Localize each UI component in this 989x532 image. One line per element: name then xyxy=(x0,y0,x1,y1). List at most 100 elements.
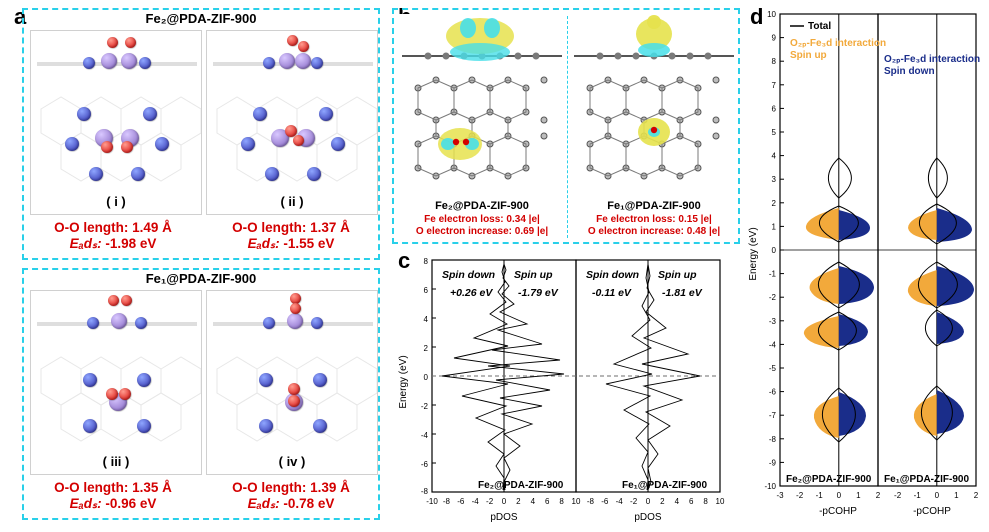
c-xlabel-2: pDOS xyxy=(634,512,662,523)
honeycomb-icon xyxy=(207,79,378,209)
svg-text:Fe₁@PDA-ZIF-900: Fe₁@PDA-ZIF-900 xyxy=(884,474,969,485)
svg-text:-3: -3 xyxy=(769,317,777,326)
svg-text:-6: -6 xyxy=(769,388,777,397)
panel-b-left: Fe₂@PDA-ZIF-900 Fe electron loss: 0.34 |… xyxy=(398,14,566,240)
roman-ii: ( ii ) xyxy=(207,194,377,209)
svg-text:Fe₂@PDA-ZIF-900: Fe₂@PDA-ZIF-900 xyxy=(786,474,872,485)
panel-b-right-title: Fe₁@PDA-ZIF-900 xyxy=(570,200,738,212)
svg-text:1: 1 xyxy=(772,222,777,231)
svg-text:4: 4 xyxy=(675,497,680,506)
honeycomb-icon xyxy=(31,79,202,209)
svg-text:4: 4 xyxy=(531,497,536,506)
svg-text:-pCOHP: -pCOHP xyxy=(819,506,857,517)
panel-a-sub-iv: ( iv ) xyxy=(206,290,378,475)
svg-text:-6: -6 xyxy=(421,460,429,469)
panel-b-box: Fe₂@PDA-ZIF-900 Fe electron loss: 0.34 |… xyxy=(392,8,740,244)
svg-text:-2: -2 xyxy=(421,402,429,411)
panel-b-right-line2: O electron increase: 0.48 |e| xyxy=(570,226,738,237)
svg-text:-4: -4 xyxy=(769,340,777,349)
svg-text:Spin up: Spin up xyxy=(514,269,553,281)
svg-text:-5: -5 xyxy=(769,364,777,373)
svg-text:9: 9 xyxy=(772,34,777,43)
svg-text:-6: -6 xyxy=(457,497,465,506)
panel-a-sub-ii: ( ii ) xyxy=(206,30,378,215)
svg-text:-4: -4 xyxy=(472,497,480,506)
svg-text:-6: -6 xyxy=(601,497,609,506)
svg-text:0: 0 xyxy=(502,497,507,506)
panel-d: 109876543210-1-2-3-4-5-6-7-8-9-10 Energy… xyxy=(746,8,986,526)
svg-text:8: 8 xyxy=(424,257,429,266)
svg-text:2: 2 xyxy=(974,491,979,500)
svg-text:-7: -7 xyxy=(769,411,777,420)
eads-ii: O-O length: 1.37 Å Eₐdₛ: -1.55 eV xyxy=(202,220,380,251)
panel-b-left-line2: O electron increase: 0.69 |e| xyxy=(398,226,566,237)
svg-text:1: 1 xyxy=(954,491,959,500)
svg-text:0: 0 xyxy=(772,246,777,255)
svg-text:2: 2 xyxy=(772,199,777,208)
svg-text:-2: -2 xyxy=(486,497,494,506)
svg-text:Fe₂@PDA-ZIF-900: Fe₂@PDA-ZIF-900 xyxy=(478,480,564,491)
panel-b-left-line1: Fe electron loss: 0.34 |e| xyxy=(398,214,566,225)
svg-text:2: 2 xyxy=(516,497,521,506)
svg-text:Spin up: Spin up xyxy=(658,269,697,281)
svg-text:-10: -10 xyxy=(764,482,776,491)
svg-text:Fe₁@PDA-ZIF-900: Fe₁@PDA-ZIF-900 xyxy=(622,480,707,491)
svg-text:-8: -8 xyxy=(587,497,595,506)
svg-text:0: 0 xyxy=(424,373,429,382)
svg-text:Spin down: Spin down xyxy=(586,269,639,281)
svg-text:-1.79 eV: -1.79 eV xyxy=(518,287,559,299)
panel-b-right: Fe₁@PDA-ZIF-900 Fe electron loss: 0.15 |… xyxy=(570,14,738,240)
svg-text:-8: -8 xyxy=(443,497,451,506)
pcohp-chart: 109876543210-1-2-3-4-5-6-7-8-9-10 Energy… xyxy=(746,8,986,526)
svg-text:Energy (eV): Energy (eV) xyxy=(748,227,759,280)
svg-text:-2: -2 xyxy=(796,491,804,500)
svg-text:6: 6 xyxy=(424,286,429,295)
svg-text:-3: -3 xyxy=(776,491,784,500)
svg-text:-1.81 eV: -1.81 eV xyxy=(662,287,703,299)
svg-text:8: 8 xyxy=(559,497,564,506)
svg-text:0: 0 xyxy=(935,491,940,500)
sideview-icon xyxy=(31,31,202,73)
roman-iii: ( iii ) xyxy=(31,454,201,469)
svg-text:5: 5 xyxy=(772,128,777,137)
svg-text:6: 6 xyxy=(689,497,694,506)
svg-text:-1: -1 xyxy=(914,491,922,500)
svg-text:Spin down: Spin down xyxy=(884,66,935,77)
eads-iv: O-O length: 1.39 Å Eₐdₛ: -0.78 eV xyxy=(202,480,380,511)
roman-i: ( i ) xyxy=(31,194,201,209)
svg-text:-1: -1 xyxy=(769,270,777,279)
svg-text:6: 6 xyxy=(772,104,777,113)
svg-text:-pCOHP: -pCOHP xyxy=(913,506,951,517)
svg-text:-10: -10 xyxy=(426,497,438,506)
svg-text:2: 2 xyxy=(660,497,665,506)
panel-b-left-title: Fe₂@PDA-ZIF-900 xyxy=(398,200,566,212)
svg-text:7: 7 xyxy=(772,81,777,90)
svg-text:3: 3 xyxy=(772,175,777,184)
svg-text:4: 4 xyxy=(424,315,429,324)
panel-a-sub-iii: ( iii ) xyxy=(30,290,202,475)
svg-text:1: 1 xyxy=(856,491,861,500)
svg-text:-2: -2 xyxy=(894,491,902,500)
svg-text:2: 2 xyxy=(876,491,881,500)
svg-text:O₂ₚ-Fe₃d interaction: O₂ₚ-Fe₃d interaction xyxy=(790,38,886,49)
svg-text:Total: Total xyxy=(808,21,831,32)
panel-a-title-top: Fe₂@PDA-ZIF-900 xyxy=(24,11,378,26)
panel-a-top-box: Fe₂@PDA-ZIF-900 ( i ) xyxy=(22,8,380,260)
svg-text:-8: -8 xyxy=(769,435,777,444)
svg-text:8: 8 xyxy=(703,497,708,506)
panel-c: 86420-2-4-6-8 Energy (eV) -10-8-6-4-2024… xyxy=(392,254,740,526)
svg-text:-1: -1 xyxy=(816,491,824,500)
svg-text:2: 2 xyxy=(424,344,429,353)
svg-text:10: 10 xyxy=(572,497,581,506)
svg-text:10: 10 xyxy=(767,10,776,19)
c-ylabel: Energy (eV) xyxy=(398,355,409,408)
svg-text:8: 8 xyxy=(772,57,777,66)
svg-text:4: 4 xyxy=(772,152,777,161)
eads-iii: O-O length: 1.35 Å Eₐdₛ: -0.96 eV xyxy=(24,480,202,511)
roman-iv: ( iv ) xyxy=(207,454,377,469)
svg-text:10: 10 xyxy=(716,497,725,506)
svg-text:0: 0 xyxy=(646,497,651,506)
svg-text:-9: -9 xyxy=(769,458,777,467)
charge-density-diagram xyxy=(398,14,566,200)
panel-a-sub-i: ( i ) xyxy=(30,30,202,215)
